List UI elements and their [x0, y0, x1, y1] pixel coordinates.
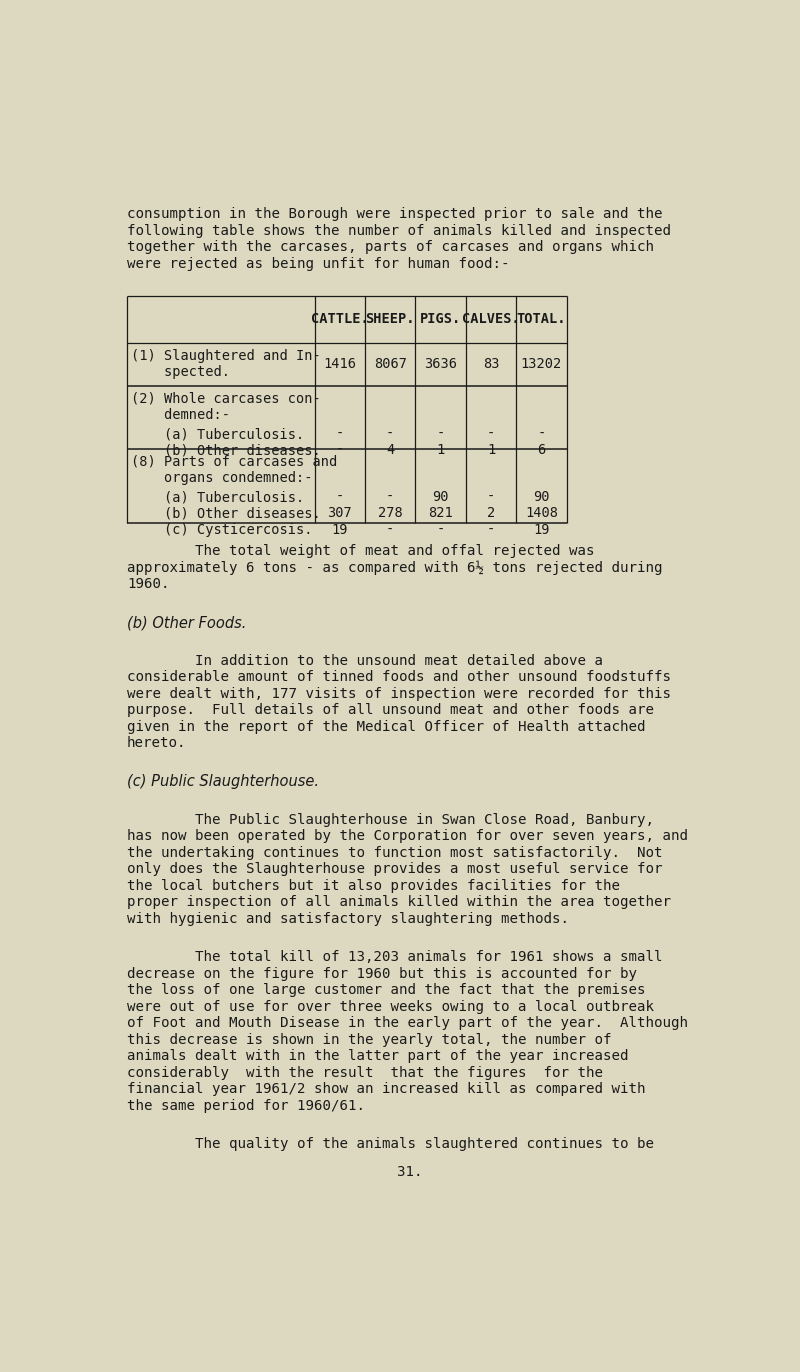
Text: 821: 821 — [428, 506, 453, 520]
Text: of Foot and Mouth Disease in the early part of the year.  Although: of Foot and Mouth Disease in the early p… — [127, 1017, 688, 1030]
Text: 1960.: 1960. — [127, 578, 170, 591]
Text: (a) Tuberculosis.: (a) Tuberculosis. — [131, 490, 304, 505]
Text: approximately 6 tons - as compared with 6½ tons rejected during: approximately 6 tons - as compared with … — [127, 561, 662, 575]
Text: animals dealt with in the latter part of the year increased: animals dealt with in the latter part of… — [127, 1050, 629, 1063]
Text: In addition to the unsound meat detailed above a: In addition to the unsound meat detailed… — [127, 653, 603, 668]
Text: (b) Other diseases.: (b) Other diseases. — [131, 506, 321, 521]
Text: proper inspection of all animals killed within the area together: proper inspection of all animals killed … — [127, 896, 671, 910]
Text: 4: 4 — [386, 443, 394, 457]
Text: consumption in the Borough were inspected prior to sale and the: consumption in the Borough were inspecte… — [127, 207, 662, 221]
Text: -: - — [386, 490, 394, 504]
Text: 19: 19 — [332, 523, 348, 536]
Text: 90: 90 — [432, 490, 449, 504]
Text: The Public Slaughterhouse in Swan Close Road, Banbury,: The Public Slaughterhouse in Swan Close … — [127, 812, 654, 826]
Text: 3636: 3636 — [424, 357, 457, 370]
Text: -: - — [336, 443, 344, 457]
Text: with hygienic and satisfactory slaughtering methods.: with hygienic and satisfactory slaughter… — [127, 912, 569, 926]
Text: The total weight of meat and offal rejected was: The total weight of meat and offal rejec… — [127, 545, 594, 558]
Text: this decrease is shown in the yearly total, the number of: this decrease is shown in the yearly tot… — [127, 1033, 612, 1047]
Text: -: - — [538, 427, 546, 440]
Text: (a) Tuberculosis.: (a) Tuberculosis. — [131, 427, 304, 442]
Text: 1: 1 — [487, 443, 495, 457]
Text: 2: 2 — [487, 506, 495, 520]
Text: -: - — [487, 427, 495, 440]
Text: CATTLE.: CATTLE. — [311, 313, 369, 327]
Text: the local butchers but it also provides facilities for the: the local butchers but it also provides … — [127, 879, 620, 893]
Text: the loss of one large customer and the fact that the premises: the loss of one large customer and the f… — [127, 984, 646, 997]
Text: were out of use for over three weeks owing to a local outbreak: were out of use for over three weeks owi… — [127, 1000, 654, 1014]
Text: has now been operated by the Corporation for over seven years, and: has now been operated by the Corporation… — [127, 829, 688, 844]
Text: the same period for 1960/61.: the same period for 1960/61. — [127, 1099, 365, 1113]
Text: The quality of the animals slaughtered continues to be: The quality of the animals slaughtered c… — [127, 1137, 654, 1151]
Text: given in the report of the Medical Officer of Health attached: given in the report of the Medical Offic… — [127, 720, 646, 734]
Text: organs condemned:-: organs condemned:- — [131, 471, 313, 484]
Text: (c) Public Slaughterhouse.: (c) Public Slaughterhouse. — [127, 774, 319, 789]
Text: (1) Slaughtered and In-: (1) Slaughtered and In- — [131, 348, 321, 362]
Text: (b) Other diseases.: (b) Other diseases. — [131, 443, 321, 458]
Text: the undertaking continues to function most satisfactorily.  Not: the undertaking continues to function mo… — [127, 845, 662, 860]
Text: only does the Slaughterhouse provides a most useful service for: only does the Slaughterhouse provides a … — [127, 862, 662, 877]
Text: purpose.  Full details of all unsound meat and other foods are: purpose. Full details of all unsound mea… — [127, 704, 654, 718]
Text: 1416: 1416 — [323, 357, 356, 370]
Text: 83: 83 — [482, 357, 499, 370]
Text: following table shows the number of animals killed and inspected: following table shows the number of anim… — [127, 224, 671, 237]
Text: 8067: 8067 — [374, 357, 406, 370]
Text: -: - — [487, 523, 495, 536]
Text: demned:-: demned:- — [131, 407, 230, 421]
Text: (2) Whole carcases con-: (2) Whole carcases con- — [131, 391, 321, 405]
Text: 6: 6 — [538, 443, 546, 457]
Text: 19: 19 — [533, 523, 550, 536]
Text: hereto.: hereto. — [127, 737, 186, 750]
Text: -: - — [386, 523, 394, 536]
Text: TOTAL.: TOTAL. — [517, 313, 566, 327]
Text: CALVES.: CALVES. — [462, 313, 520, 327]
Text: financial year 1961/2 show an increased kill as compared with: financial year 1961/2 show an increased … — [127, 1083, 646, 1096]
Text: (c) Cysticercosis.: (c) Cysticercosis. — [131, 524, 313, 538]
Text: -: - — [336, 427, 344, 440]
Text: (b) Other Foods.: (b) Other Foods. — [127, 616, 246, 631]
Text: 31.: 31. — [398, 1165, 422, 1180]
Text: 1: 1 — [437, 443, 445, 457]
Text: 307: 307 — [327, 506, 352, 520]
Text: -: - — [336, 490, 344, 504]
Text: The total kill of 13,203 animals for 1961 shows a small: The total kill of 13,203 animals for 196… — [127, 949, 662, 965]
Text: considerable amount of tinned foods and other unsound foodstuffs: considerable amount of tinned foods and … — [127, 670, 671, 685]
Text: -: - — [437, 427, 445, 440]
Text: spected.: spected. — [131, 365, 230, 379]
Text: were rejected as being unfit for human food:-: were rejected as being unfit for human f… — [127, 257, 510, 270]
Text: considerably  with the result  that the figures  for the: considerably with the result that the fi… — [127, 1066, 603, 1080]
Text: 13202: 13202 — [521, 357, 562, 370]
Text: decrease on the figure for 1960 but this is accounted for by: decrease on the figure for 1960 but this… — [127, 967, 637, 981]
Text: 1408: 1408 — [525, 506, 558, 520]
Text: were dealt with, 177 visits of inspection were recorded for this: were dealt with, 177 visits of inspectio… — [127, 687, 671, 701]
Text: together with the carcases, parts of carcases and organs which: together with the carcases, parts of car… — [127, 240, 654, 254]
Text: -: - — [487, 490, 495, 504]
Text: PIGS.: PIGS. — [420, 313, 462, 327]
Text: SHEEP.: SHEEP. — [366, 313, 415, 327]
Text: 278: 278 — [378, 506, 402, 520]
Text: 90: 90 — [533, 490, 550, 504]
Text: (8) Parts of carcases and: (8) Parts of carcases and — [131, 454, 338, 468]
Text: -: - — [437, 523, 445, 536]
Text: -: - — [386, 427, 394, 440]
